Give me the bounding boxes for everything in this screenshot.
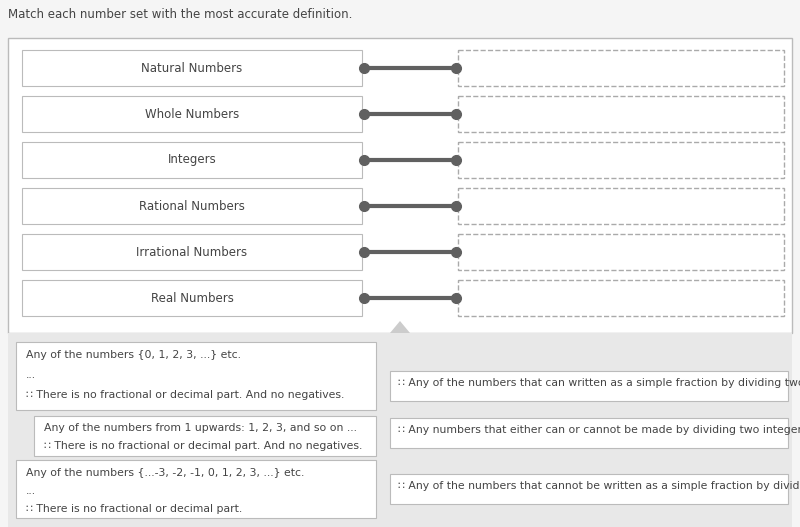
Text: ∷ There is no fractional or decimal part.: ∷ There is no fractional or decimal part… bbox=[26, 504, 242, 514]
Text: ∷ There is no fractional or decimal part. And no negatives.: ∷ There is no fractional or decimal part… bbox=[44, 441, 362, 451]
Text: ...: ... bbox=[26, 370, 36, 380]
Text: Match each number set with the most accurate definition.: Match each number set with the most accu… bbox=[8, 7, 352, 21]
Text: Irrational Numbers: Irrational Numbers bbox=[137, 246, 247, 259]
FancyBboxPatch shape bbox=[458, 96, 784, 132]
Text: Natural Numbers: Natural Numbers bbox=[142, 62, 242, 74]
FancyBboxPatch shape bbox=[8, 38, 792, 333]
FancyBboxPatch shape bbox=[22, 142, 362, 178]
FancyBboxPatch shape bbox=[458, 280, 784, 316]
FancyBboxPatch shape bbox=[22, 234, 362, 270]
FancyBboxPatch shape bbox=[458, 142, 784, 178]
Text: ∷ Any of the numbers that cannot be written as a simple fraction by dividing two: ∷ Any of the numbers that cannot be writ… bbox=[398, 481, 800, 491]
Text: Whole Numbers: Whole Numbers bbox=[145, 108, 239, 121]
FancyBboxPatch shape bbox=[390, 371, 788, 401]
Text: Integers: Integers bbox=[168, 153, 216, 167]
Text: Any of the numbers {...-3, -2, -1, 0, 1, 2, 3, ...} etc.: Any of the numbers {...-3, -2, -1, 0, 1,… bbox=[26, 468, 304, 478]
Text: ∷ Any numbers that either can or cannot be made by dividing two integers.: ∷ Any numbers that either can or cannot … bbox=[398, 425, 800, 435]
FancyBboxPatch shape bbox=[458, 188, 784, 224]
FancyBboxPatch shape bbox=[458, 50, 784, 86]
Text: ∷ Any of the numbers that can written as a simple fraction by dividing two integ: ∷ Any of the numbers that can written as… bbox=[398, 378, 800, 388]
FancyBboxPatch shape bbox=[458, 234, 784, 270]
FancyBboxPatch shape bbox=[22, 50, 362, 86]
Text: ∷ There is no fractional or decimal part. And no negatives.: ∷ There is no fractional or decimal part… bbox=[26, 390, 344, 400]
Text: Any of the numbers from 1 upwards: 1, 2, 3, and so on ...: Any of the numbers from 1 upwards: 1, 2,… bbox=[44, 423, 357, 433]
FancyBboxPatch shape bbox=[390, 474, 788, 504]
Text: Rational Numbers: Rational Numbers bbox=[139, 200, 245, 212]
Text: ...: ... bbox=[26, 486, 36, 496]
FancyBboxPatch shape bbox=[16, 342, 376, 410]
FancyBboxPatch shape bbox=[22, 280, 362, 316]
FancyBboxPatch shape bbox=[22, 96, 362, 132]
Text: Real Numbers: Real Numbers bbox=[150, 291, 234, 305]
FancyBboxPatch shape bbox=[16, 460, 376, 518]
FancyBboxPatch shape bbox=[34, 416, 376, 456]
Polygon shape bbox=[390, 321, 410, 333]
FancyBboxPatch shape bbox=[8, 333, 792, 527]
FancyBboxPatch shape bbox=[22, 188, 362, 224]
Text: Any of the numbers {0, 1, 2, 3, ...} etc.: Any of the numbers {0, 1, 2, 3, ...} etc… bbox=[26, 350, 241, 360]
FancyBboxPatch shape bbox=[390, 418, 788, 448]
